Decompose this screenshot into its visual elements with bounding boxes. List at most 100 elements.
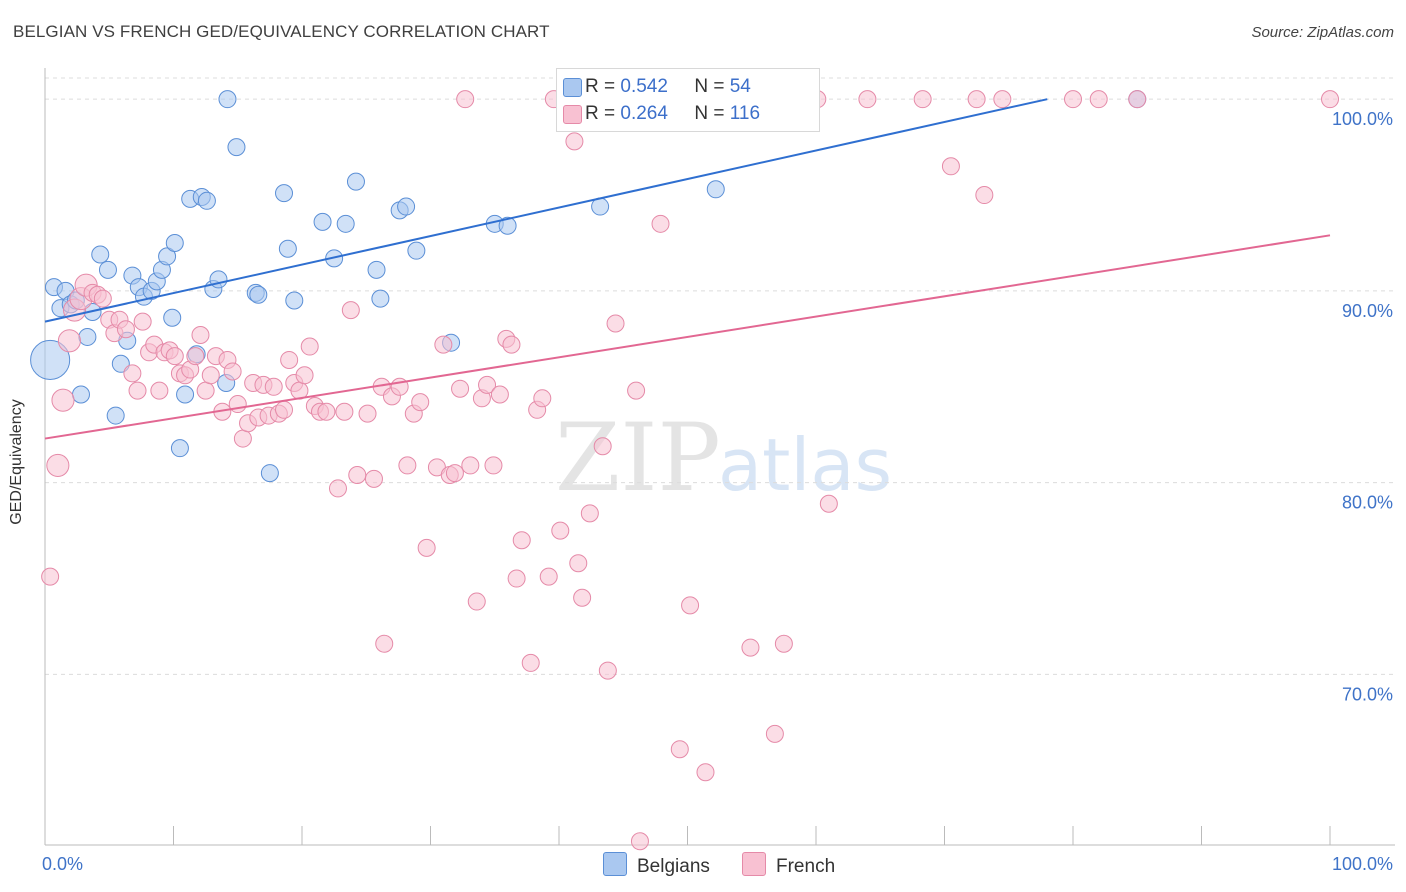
belgians-point (227, 138, 246, 157)
french-point (1064, 90, 1082, 109)
bottom-legend-label-french: French (776, 856, 836, 877)
french-point (1128, 90, 1147, 109)
french-point (280, 350, 299, 369)
french-point (358, 404, 377, 423)
french-point (317, 402, 336, 421)
y-tick-label: 70.0% (1342, 684, 1393, 704)
french-point (478, 375, 497, 394)
french-point (186, 347, 205, 366)
legend-swatch-french (563, 105, 582, 124)
french-point (741, 638, 760, 657)
belgians-point (165, 233, 184, 252)
legend-n-label: N = (694, 103, 725, 124)
french-point (275, 400, 294, 419)
french-point (1321, 90, 1339, 109)
belgians-point (197, 191, 216, 210)
french-point (445, 464, 464, 483)
belgians-point (498, 216, 517, 235)
french-point (456, 90, 475, 109)
belgians-point (91, 245, 110, 264)
french-point (223, 362, 242, 381)
french-point (348, 466, 367, 485)
french-point (398, 456, 417, 475)
french-point (819, 494, 838, 513)
french-point (593, 437, 612, 456)
chart-source: Source: ZipAtlas.com (1251, 24, 1394, 41)
french-point (335, 402, 354, 421)
belgians-point (371, 289, 390, 308)
french-point (201, 366, 220, 385)
y-tick-label: 100.0% (1332, 109, 1393, 129)
belgians-point (313, 212, 332, 231)
legend-r-value: 0.264 (620, 103, 668, 124)
french-point (858, 90, 877, 109)
belgians-point (407, 241, 426, 260)
french-point (364, 469, 383, 488)
french-point (993, 90, 1012, 109)
belgians-point (170, 439, 189, 458)
belgians-point (336, 214, 355, 233)
french-point (580, 504, 599, 523)
legend-swatch-belgians (563, 78, 582, 97)
french-point (696, 763, 715, 782)
bottom-legend-swatch-french (742, 852, 766, 876)
french-point (484, 456, 503, 475)
french-point (375, 634, 394, 653)
belgians-point (346, 172, 365, 191)
french-point (627, 381, 646, 400)
legend-n-value: 116 (729, 103, 761, 124)
french-point (461, 456, 480, 475)
french-point (512, 531, 531, 550)
french-trendline (44, 234, 1331, 440)
belgians-trendline (44, 98, 1048, 323)
belgians-point (706, 180, 725, 199)
french-point (941, 157, 960, 176)
belgians-point (158, 247, 177, 266)
legend-r-label: R = (585, 103, 616, 124)
french-point (417, 538, 436, 557)
french-point (165, 347, 184, 366)
french-point (51, 388, 75, 412)
bottom-legend-french: French (742, 852, 836, 877)
french-point (765, 724, 784, 743)
french-point (490, 385, 509, 404)
legend-row-french: R = 0.264 N = 116 (563, 103, 761, 125)
watermark-atlas: atlas (718, 423, 892, 507)
legend-r-label: R = (585, 76, 616, 97)
french-point (328, 479, 347, 498)
french-point (651, 214, 670, 233)
french-point (521, 653, 540, 672)
belgians-point (218, 90, 237, 109)
french-point (46, 453, 70, 477)
bottom-legend-swatch-belgians (603, 852, 627, 876)
y-axis-label: GED/Equivalency (8, 399, 25, 525)
legend-r-value: 0.542 (620, 76, 668, 97)
x-tick-label: 100.0% (1332, 854, 1393, 874)
french-point (502, 335, 521, 354)
belgians-point (285, 291, 304, 310)
bottom-legend-label-belgians: Belgians (637, 856, 710, 877)
y-tick-label: 90.0% (1342, 301, 1393, 321)
french-point (133, 312, 152, 331)
french-point (467, 592, 486, 611)
french-point (967, 90, 986, 109)
belgians-point (163, 308, 182, 327)
french-point (233, 429, 252, 448)
french-point (300, 337, 319, 356)
french-point (573, 588, 592, 607)
french-point (533, 389, 552, 408)
french-point (93, 289, 112, 308)
french-point (341, 301, 360, 320)
bottom-legend-belgians: Belgians (603, 852, 710, 877)
belgians-point (78, 327, 97, 346)
french-point (551, 521, 570, 540)
legend-n-value: 54 (729, 76, 751, 97)
legend-box: R = 0.542 N = 54 R = 0.264 N = 116 (556, 68, 820, 132)
belgians-point (278, 239, 297, 258)
french-point (539, 567, 558, 586)
belgians-point (98, 260, 117, 279)
belgians-point (367, 260, 386, 279)
french-point (295, 366, 314, 385)
french-point (434, 335, 453, 354)
